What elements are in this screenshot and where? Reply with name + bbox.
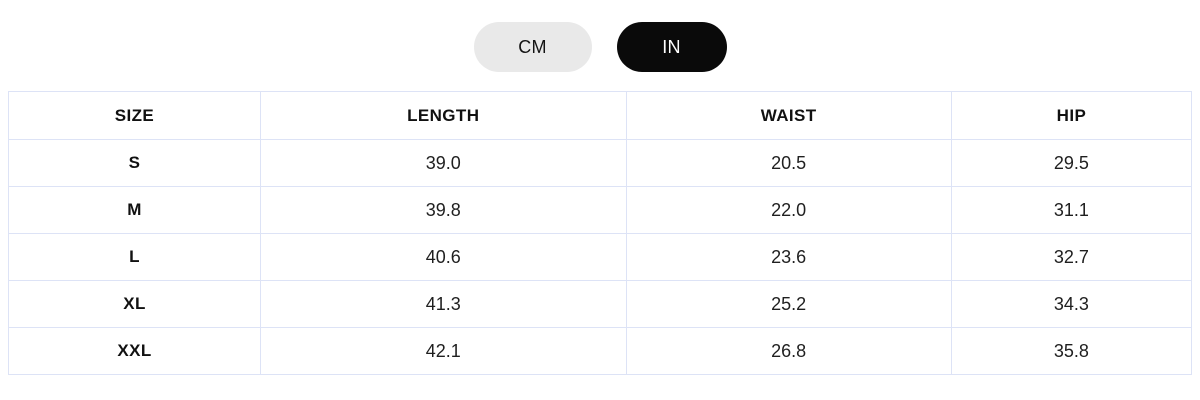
table-row-l: L 40.6 23.6 32.7 (8, 233, 1193, 281)
table-header-row: SIZE LENGTH WAIST HIP (8, 91, 1193, 140)
length-value: 41.3 (259, 280, 627, 328)
length-value: 39.8 (259, 186, 627, 234)
waist-value: 26.8 (625, 327, 952, 375)
length-value: 42.1 (259, 327, 627, 375)
waist-value: 20.5 (625, 139, 952, 187)
waist-value: 25.2 (625, 280, 952, 328)
size-label: M (8, 186, 261, 234)
column-header-hip: HIP (950, 91, 1193, 140)
length-value: 39.0 (259, 139, 627, 187)
hip-value: 34.3 (950, 280, 1193, 328)
table-row-xl: XL 41.3 25.2 34.3 (8, 280, 1193, 328)
table-row-m: M 39.8 22.0 31.1 (8, 186, 1193, 234)
table-row-s: S 39.0 20.5 29.5 (8, 139, 1193, 187)
length-value: 40.6 (259, 233, 627, 281)
waist-value: 22.0 (625, 186, 952, 234)
size-label: S (8, 139, 261, 187)
hip-value: 29.5 (950, 139, 1193, 187)
size-label: XXL (8, 327, 261, 375)
hip-value: 32.7 (950, 233, 1193, 281)
size-label: XL (8, 280, 261, 328)
hip-value: 35.8 (950, 327, 1193, 375)
unit-toggle: CM IN (0, 0, 1200, 72)
waist-value: 23.6 (625, 233, 952, 281)
table-row-xxl: XXL 42.1 26.8 35.8 (8, 327, 1193, 375)
hip-value: 31.1 (950, 186, 1193, 234)
size-label: L (8, 233, 261, 281)
column-header-length: LENGTH (259, 91, 627, 140)
size-chart-table: SIZE LENGTH WAIST HIP S 39.0 20.5 29.5 M… (8, 91, 1193, 375)
unit-toggle-cm-button[interactable]: CM (473, 22, 592, 72)
column-header-size: SIZE (8, 91, 261, 140)
unit-toggle-in-button[interactable]: IN (616, 22, 727, 72)
column-header-waist: WAIST (625, 91, 952, 140)
